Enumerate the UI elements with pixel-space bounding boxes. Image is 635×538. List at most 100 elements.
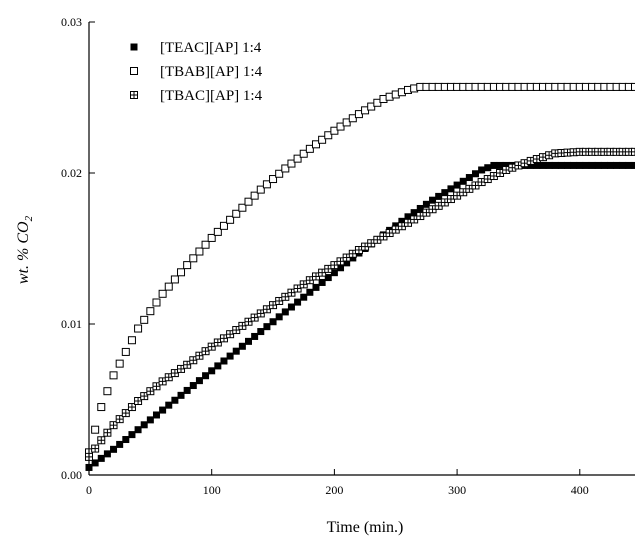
data-point [134, 426, 142, 434]
y-tick-label: 0.01 [61, 317, 82, 331]
data-point [134, 397, 143, 406]
data-point [219, 334, 228, 343]
data-point [631, 147, 635, 156]
data-point [262, 305, 271, 314]
data-point [422, 200, 430, 208]
data-point [250, 313, 259, 322]
data-point [318, 135, 327, 144]
data-point [152, 411, 160, 419]
data-point [269, 301, 278, 310]
data-point [606, 161, 614, 169]
data-point [226, 330, 235, 339]
axes [88, 22, 635, 476]
data-point [201, 347, 210, 356]
data-point [336, 122, 345, 131]
series-2 [85, 82, 635, 457]
data-point [275, 296, 284, 305]
data-point [121, 409, 130, 418]
data-point [330, 126, 339, 135]
y-axis-title-main: wt. % CO [15, 221, 32, 284]
data-point [232, 347, 240, 355]
data-point [97, 454, 105, 462]
data-point [140, 421, 148, 429]
data-point [170, 275, 179, 284]
data-point [152, 298, 161, 307]
data-point [165, 401, 173, 409]
data-point [287, 303, 295, 311]
data-point [539, 161, 547, 169]
data-point [109, 371, 118, 380]
data-point [324, 274, 332, 282]
data-point [152, 382, 161, 391]
data-point [140, 392, 149, 401]
data-point [293, 154, 302, 163]
data-point [177, 391, 185, 399]
data-point [110, 445, 118, 453]
data-point [256, 185, 265, 194]
data-point [619, 161, 627, 169]
data-point [318, 278, 326, 286]
data-point [275, 169, 284, 178]
data-point [306, 288, 314, 296]
data-point [293, 284, 302, 293]
data-point [263, 323, 271, 331]
legend-label: [TEAC][AP] 1:4 [160, 40, 262, 56]
data-point [158, 289, 167, 298]
data-point [189, 254, 198, 263]
data-point [183, 261, 192, 270]
data-point [202, 372, 210, 380]
data-point [208, 367, 216, 375]
data-points [85, 82, 635, 471]
data-point [256, 309, 265, 318]
data-point [613, 161, 621, 169]
data-point [348, 114, 357, 123]
data-point [324, 131, 333, 140]
data-point [275, 313, 283, 321]
data-point [349, 254, 357, 262]
data-point [398, 217, 406, 225]
data-point [214, 362, 222, 370]
data-point [207, 233, 216, 242]
data-point [115, 415, 124, 424]
data-point [189, 356, 198, 365]
data-point [471, 170, 479, 178]
y-axis-title: wt. % CO2 [15, 215, 35, 284]
data-point [128, 431, 136, 439]
data-point [170, 369, 179, 378]
data-point [533, 161, 541, 169]
data-point [625, 161, 633, 169]
data-point [410, 209, 418, 217]
data-point [299, 149, 308, 158]
data-point [238, 321, 247, 330]
data-point [404, 213, 412, 221]
data-point [164, 282, 173, 291]
y-tick-label: 0.02 [61, 166, 82, 180]
y-tick-label: 0.00 [61, 468, 82, 482]
data-point [238, 203, 247, 212]
data-point [207, 342, 216, 351]
x-axis-title: Time (min.) [327, 519, 404, 536]
data-point [238, 342, 246, 350]
data-point [195, 351, 204, 360]
legend-label: [TBAC][AP] 1:4 [160, 88, 263, 104]
data-point [122, 436, 130, 444]
data-point [312, 283, 320, 291]
data-point [183, 360, 192, 369]
data-point [594, 161, 602, 169]
data-point [570, 161, 578, 169]
data-point [250, 191, 259, 200]
data-point [262, 180, 271, 189]
data-point [232, 209, 241, 218]
data-point [232, 326, 241, 335]
data-point [496, 161, 504, 169]
data-point [287, 288, 296, 297]
data-point [146, 387, 155, 396]
data-point [269, 175, 278, 184]
data-point [354, 246, 363, 255]
series-3 [85, 147, 635, 461]
x-tick-label: 100 [203, 483, 221, 497]
series-1 [85, 161, 635, 471]
data-point [97, 436, 106, 445]
data-point [299, 280, 308, 289]
